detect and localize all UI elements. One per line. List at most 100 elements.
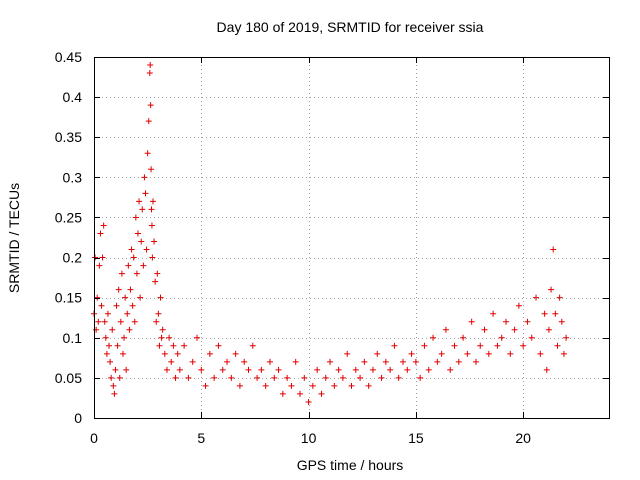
- data-point: [232, 350, 239, 357]
- grid-lines: [94, 57, 609, 418]
- data-point: [114, 342, 121, 349]
- data-point: [185, 374, 192, 381]
- data-point: [159, 326, 166, 333]
- data-point: [284, 374, 291, 381]
- data-point: [563, 334, 570, 341]
- y-tick-label: 0.35: [55, 129, 82, 145]
- data-point: [477, 342, 484, 349]
- data-point: [331, 382, 338, 389]
- data-point: [344, 350, 351, 357]
- data-point: [348, 382, 355, 389]
- data-point: [528, 334, 535, 341]
- data-point: [301, 374, 308, 381]
- data-point: [550, 246, 557, 253]
- data-point: [121, 334, 128, 341]
- y-tick-labels: 0 0.05 0.1 0.15 0.2 0.25 0.3 0.35 0.4 0.45: [55, 49, 82, 426]
- data-point: [189, 358, 196, 365]
- data-point: [206, 350, 213, 357]
- data-point: [556, 294, 563, 301]
- data-point: [136, 198, 143, 205]
- data-point: [485, 350, 492, 357]
- data-point: [123, 366, 130, 373]
- data-point: [118, 270, 125, 277]
- data-point: [249, 342, 256, 349]
- data-point: [154, 270, 161, 277]
- data-point: [211, 374, 218, 381]
- data-point: [417, 374, 424, 381]
- data-point: [119, 350, 126, 357]
- data-point: [412, 358, 419, 365]
- data-point: [241, 358, 248, 365]
- data-point: [318, 390, 325, 397]
- y-tick-label: 0.3: [63, 169, 83, 185]
- data-point: [99, 254, 106, 261]
- data-point: [148, 206, 155, 213]
- x-tick-label: 15: [408, 430, 424, 446]
- data-point: [219, 366, 226, 373]
- data-point: [148, 166, 155, 173]
- data-point: [382, 358, 389, 365]
- data-point: [335, 366, 342, 373]
- data-point: [109, 326, 116, 333]
- data-point: [138, 238, 145, 245]
- data-point: [106, 342, 113, 349]
- data-point: [322, 374, 329, 381]
- data-point: [511, 326, 518, 333]
- data-point: [245, 366, 252, 373]
- data-point: [503, 318, 509, 325]
- y-tick-label: 0.05: [55, 370, 82, 386]
- x-tick-label: 0: [90, 430, 98, 446]
- data-point: [228, 374, 235, 381]
- data-point: [97, 230, 104, 237]
- data-point: [132, 214, 139, 221]
- data-point: [170, 342, 177, 349]
- data-point: [425, 366, 432, 373]
- data-point: [262, 382, 269, 389]
- data-point: [288, 382, 295, 389]
- data-point: [314, 366, 321, 373]
- data-point: [163, 366, 170, 373]
- data-point: [305, 398, 312, 405]
- data-point: [101, 318, 108, 325]
- data-point: [92, 254, 99, 261]
- data-point: [421, 342, 428, 349]
- data-point: [455, 358, 462, 365]
- data-point: [408, 350, 415, 357]
- data-point: [110, 382, 117, 389]
- data-point: [116, 374, 123, 381]
- data-point: [430, 334, 437, 341]
- data-point: [147, 102, 154, 109]
- data-point: [558, 318, 565, 325]
- data-point: [148, 222, 155, 229]
- data-point: [168, 358, 175, 365]
- data-point: [520, 342, 527, 349]
- data-point: [198, 366, 205, 373]
- data-point: [215, 342, 222, 349]
- data-point: [157, 294, 164, 301]
- data-point: [117, 318, 124, 325]
- data-point: [100, 222, 107, 229]
- data-point: [174, 350, 181, 357]
- data-point: [111, 390, 118, 397]
- data-point: [108, 374, 115, 381]
- data-point: [172, 374, 179, 381]
- y-tick-label: 0.25: [55, 209, 82, 225]
- data-point: [494, 342, 501, 349]
- data-point: [554, 342, 561, 349]
- data-point: [137, 294, 144, 301]
- y-tick-label: 0.45: [55, 49, 82, 65]
- data-point: [149, 254, 156, 261]
- data-point: [134, 230, 141, 237]
- data-point: [181, 342, 188, 349]
- x-axis-label: GPS time / hours: [297, 457, 404, 473]
- chart-title: Day 180 of 2019, SRMTID for receiver ssi…: [217, 19, 484, 35]
- data-point: [145, 118, 152, 125]
- data-point: [107, 358, 114, 365]
- data-point: [115, 286, 122, 293]
- data-point: [131, 318, 138, 325]
- data-point: [361, 358, 368, 365]
- data-point: [194, 334, 200, 341]
- data-point: [292, 358, 299, 365]
